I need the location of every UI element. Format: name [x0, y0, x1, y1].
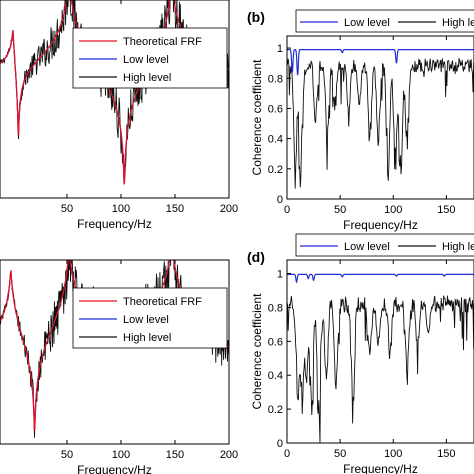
- x-axis-label-d: Frequency/Hz: [343, 462, 418, 474]
- legend-entry-c: Theoretical FRF: [123, 296, 202, 308]
- legend-b: Low level High level: [295, 9, 474, 33]
- panel-a: 50 100 150 200 Frequency/Hz Theoretical FRF Lo…: [0, 0, 238, 231]
- x-tick-label-b: 50: [334, 204, 346, 216]
- y-tick-label-b: 0.6: [268, 103, 283, 115]
- y-axis-label-b: Coherence coefficient: [250, 59, 264, 176]
- legend-entry-a: Low level: [123, 54, 169, 66]
- y-tick-label-d: 0: [277, 438, 283, 450]
- legend-entry-d: High level: [442, 241, 474, 253]
- y-tick-label-b: 1: [277, 43, 283, 55]
- axes-frame-b: [286, 35, 474, 200]
- x-tick-label-a: 200: [220, 203, 238, 215]
- axes-frame-a: [0, 0, 230, 199]
- legend-entry-b: High level: [442, 17, 474, 29]
- panel-b: 0 50 100 150 0 0.2 0.4 0.6 0.8 1 Frequency/Hz Coher…: [247, 9, 474, 232]
- y-tick-label-d: 0.4: [268, 370, 283, 382]
- x-tick-label-d: 50: [334, 448, 346, 460]
- series-high-level-d: [287, 295, 474, 443]
- x-axis-label-b: Frequency/Hz: [343, 218, 418, 232]
- x-axis-label-a: Frequency/Hz: [77, 217, 152, 231]
- y-tick-label-b: 0.8: [268, 73, 283, 85]
- legend-entry-c: High level: [123, 332, 171, 344]
- x-tick-label-d: 100: [384, 448, 402, 460]
- series-low-level-b: [287, 48, 474, 76]
- legend-box-c: [72, 287, 228, 349]
- x-tick-label-d: 0: [284, 448, 290, 460]
- legend-entry-d: Low level: [344, 241, 390, 253]
- x-tick-label-b: 0: [284, 204, 290, 216]
- panel-c: 50 100 150 200 Frequency/Hz Theoretical FRF Lo…: [0, 259, 238, 474]
- plot-area-d: [287, 273, 474, 443]
- axes-frame-d: [286, 259, 474, 444]
- x-tick-label-c: 50: [61, 449, 73, 461]
- legend-entry-c: Low level: [123, 314, 169, 326]
- panel-label-b: (b): [247, 9, 265, 25]
- y-tick-label-b: 0: [277, 194, 283, 206]
- y-tick-label-d: 1: [277, 269, 283, 281]
- x-tick-label-a: 50: [61, 203, 73, 215]
- y-tick-label-d: 0.2: [268, 404, 283, 416]
- y-tick-label-b: 0.4: [268, 134, 283, 146]
- y-tick-label-d: 0.6: [268, 336, 283, 348]
- panel-d: 0 50 100 150 0 0.2 0.4 0.6 0.8 1 Frequency/Hz Coher…: [247, 233, 474, 474]
- x-tick-label-c: 200: [220, 449, 238, 461]
- y-tick-label-d: 0.8: [268, 302, 283, 314]
- legend-entry-a: High level: [123, 72, 171, 84]
- x-tick-label-a: 100: [112, 203, 130, 215]
- y-tick-label-b: 0.2: [268, 164, 283, 176]
- series-low-level-d: [287, 273, 474, 284]
- legend-box-d: [295, 233, 474, 257]
- legend-c: Theoretical FRF Low level High level: [72, 287, 228, 349]
- plot-area-b: [287, 48, 474, 189]
- x-tick-label-b: 100: [384, 204, 402, 216]
- legend-entry-a: Theoretical FRF: [123, 36, 202, 48]
- panel-label-d: (d): [247, 249, 265, 265]
- x-tick-label-a: 150: [166, 203, 184, 215]
- y-axis-label-d: Coherence coefficient: [250, 293, 264, 410]
- series-high-level-b: [287, 57, 474, 189]
- x-tick-label-c: 150: [166, 449, 184, 461]
- legend-entry-b: Low level: [344, 17, 390, 29]
- x-axis-label-c: Frequency/Hz: [77, 463, 152, 474]
- axes-frame-c: [0, 259, 230, 445]
- series-high-level-a: [0, 0, 229, 178]
- legend-box-a: [72, 27, 228, 89]
- legend-a: Theoretical FRF Low level High level: [72, 27, 228, 89]
- legend-d: Low level High level: [295, 233, 474, 257]
- x-tick-label-b: 150: [437, 204, 455, 216]
- x-tick-label-c: 100: [112, 449, 130, 461]
- x-tick-label-d: 150: [437, 448, 455, 460]
- legend-box-b: [295, 9, 474, 33]
